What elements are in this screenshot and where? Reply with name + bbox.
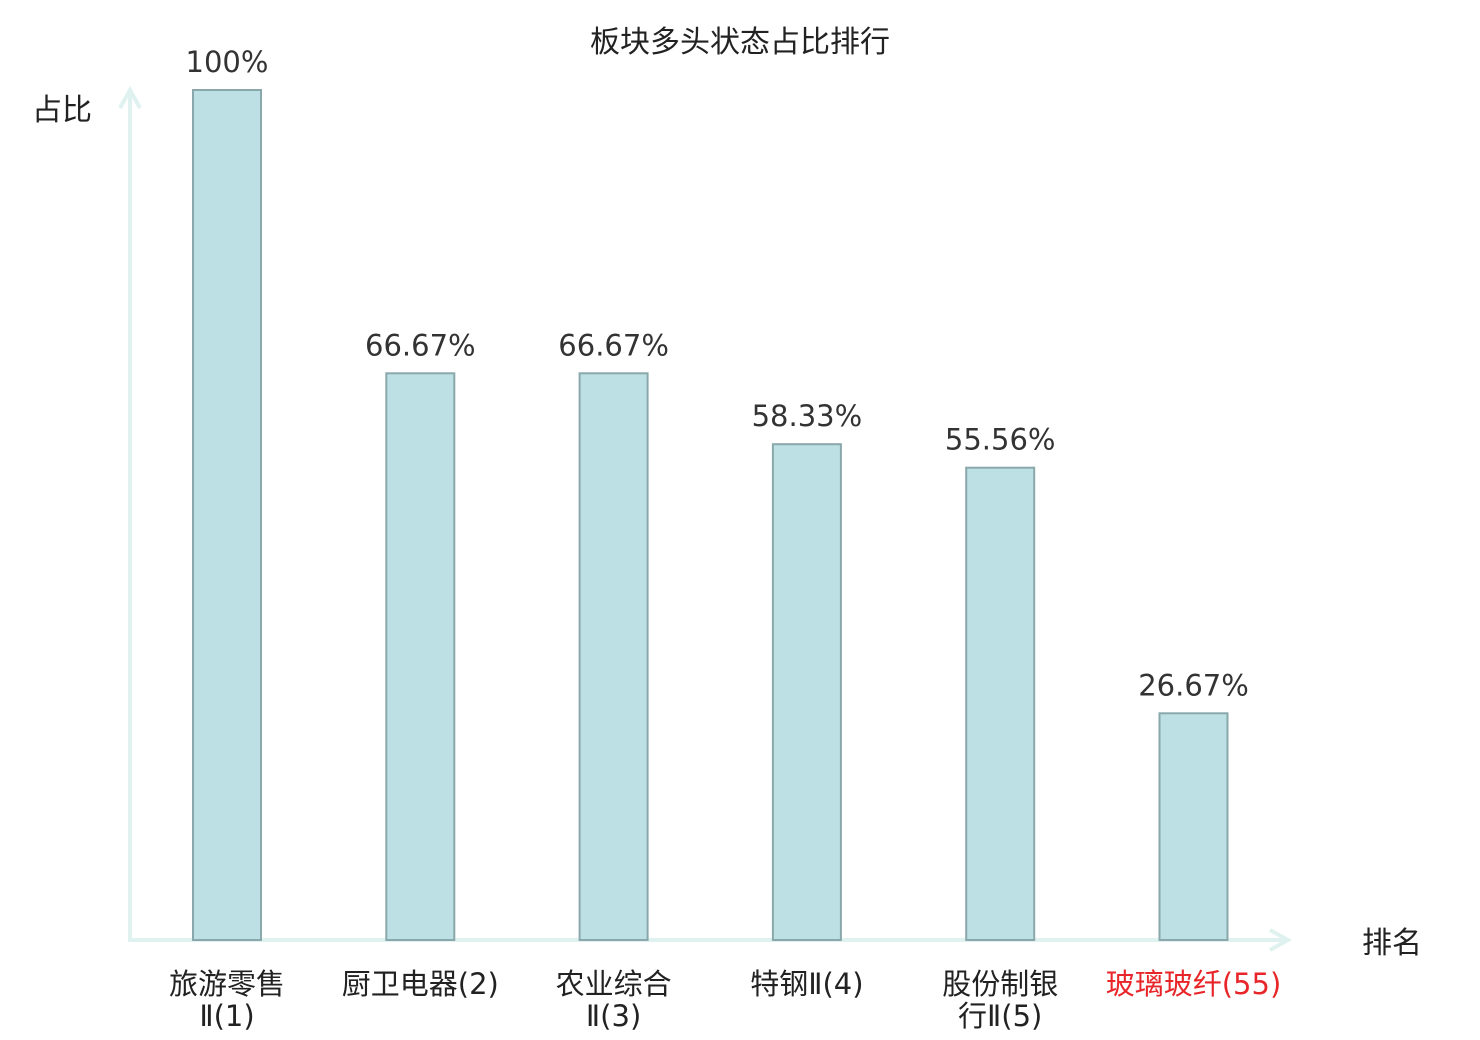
value-label-2: 66.67% [365,328,476,362]
value-label-5: 55.56% [945,423,1056,457]
value-label-6: 26.67% [1138,668,1249,702]
y-axis [118,85,142,940]
category-label-4: 特钢Ⅱ(4) [750,967,863,1001]
bar-1 [192,89,262,941]
y-axis-arrow-icon [118,85,142,109]
value-label-4: 58.33% [752,399,863,433]
bar-5 [965,466,1036,941]
x-axis-arrow-icon [1269,928,1293,952]
x-axis-label: 排名 [1362,926,1422,961]
bar-3 [578,372,649,941]
value-label-1: 100% [186,45,269,79]
bar-4 [771,443,842,941]
category-label-2: 厨卫电器(2) [342,967,499,1001]
value-label-3: 66.67% [558,328,669,362]
category-label-1-line-2: Ⅱ(1) [199,999,254,1033]
chart-title: 板块多头状态占比排行 [590,25,890,60]
category-label-3-line-2: Ⅱ(3) [586,999,641,1033]
category-label-3-line-1: 农业综合 [556,967,672,1001]
bar-2 [385,372,456,941]
category-label-1-line-1: 旅游零售 [169,967,285,1001]
bar-6 [1158,712,1229,941]
y-axis-label: 占比 [32,93,92,128]
category-label-5-line-1: 股份制银 [942,967,1058,1001]
category-label-5-line-2: 行Ⅱ(5) [958,999,1042,1033]
category-label-6: 玻璃玻纤(55) [1106,967,1282,1001]
x-axis [128,928,1293,952]
value-labels-group: 100% 66.67% 66.67% 58.33% 55.56% 26.67% [186,45,1249,702]
bars-group [192,89,1229,941]
